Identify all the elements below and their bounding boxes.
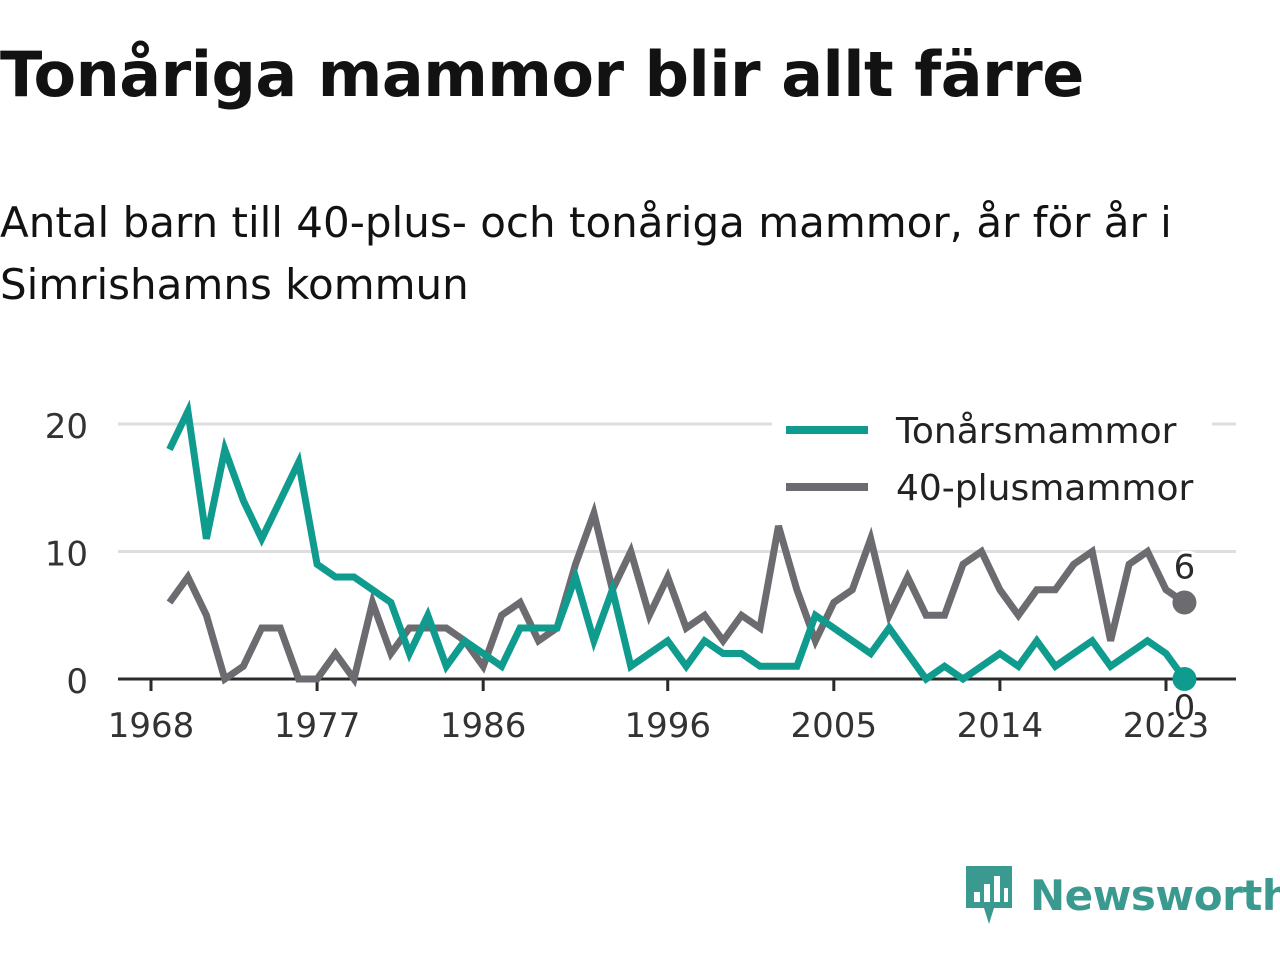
y-tick-label: 0: [66, 662, 88, 702]
y-tick-label: 20: [45, 407, 88, 447]
data-labels: 06: [1171, 545, 1199, 732]
bar-chart-icon: [966, 866, 1012, 924]
legend-label: Tonårsmammor: [895, 411, 1177, 452]
axes: 0 10 20 1968 1977 1986 1996 2005 2014 2023: [45, 407, 1236, 746]
series-lines: [166, 399, 1197, 691]
x-tick-label: 1977: [274, 706, 361, 746]
end-value-label: 6: [1174, 548, 1196, 588]
x-tick-label: 2023: [1123, 706, 1210, 746]
y-tick-label: 10: [45, 535, 88, 575]
end-value-label: 0: [1174, 688, 1196, 728]
x-tick-label: 2005: [791, 706, 878, 746]
chart-subtitle: Antal barn till 40-plus- och tonåriga ma…: [0, 198, 1172, 309]
x-tick-label: 1996: [624, 706, 711, 746]
legend: Tonårsmammor 40-plusmammor: [772, 408, 1212, 509]
end-marker: [1172, 590, 1197, 615]
series-line-40-plusmammor: [166, 501, 1187, 688]
x-tick-label: 1986: [440, 706, 527, 746]
x-tick-label: 1968: [108, 706, 195, 746]
end-marker: [1172, 667, 1197, 691]
series-line-tonarsmammor: [166, 399, 1188, 684]
newsworthy-logo: Newsworthy: [962, 862, 1280, 928]
logo-text: Newsworthy: [1030, 870, 1280, 920]
legend-label: 40-plusmammor: [896, 468, 1194, 509]
x-tick-label: 2014: [957, 706, 1044, 746]
chart-title: Tonåriga mammor blir allt färre: [0, 38, 1084, 111]
